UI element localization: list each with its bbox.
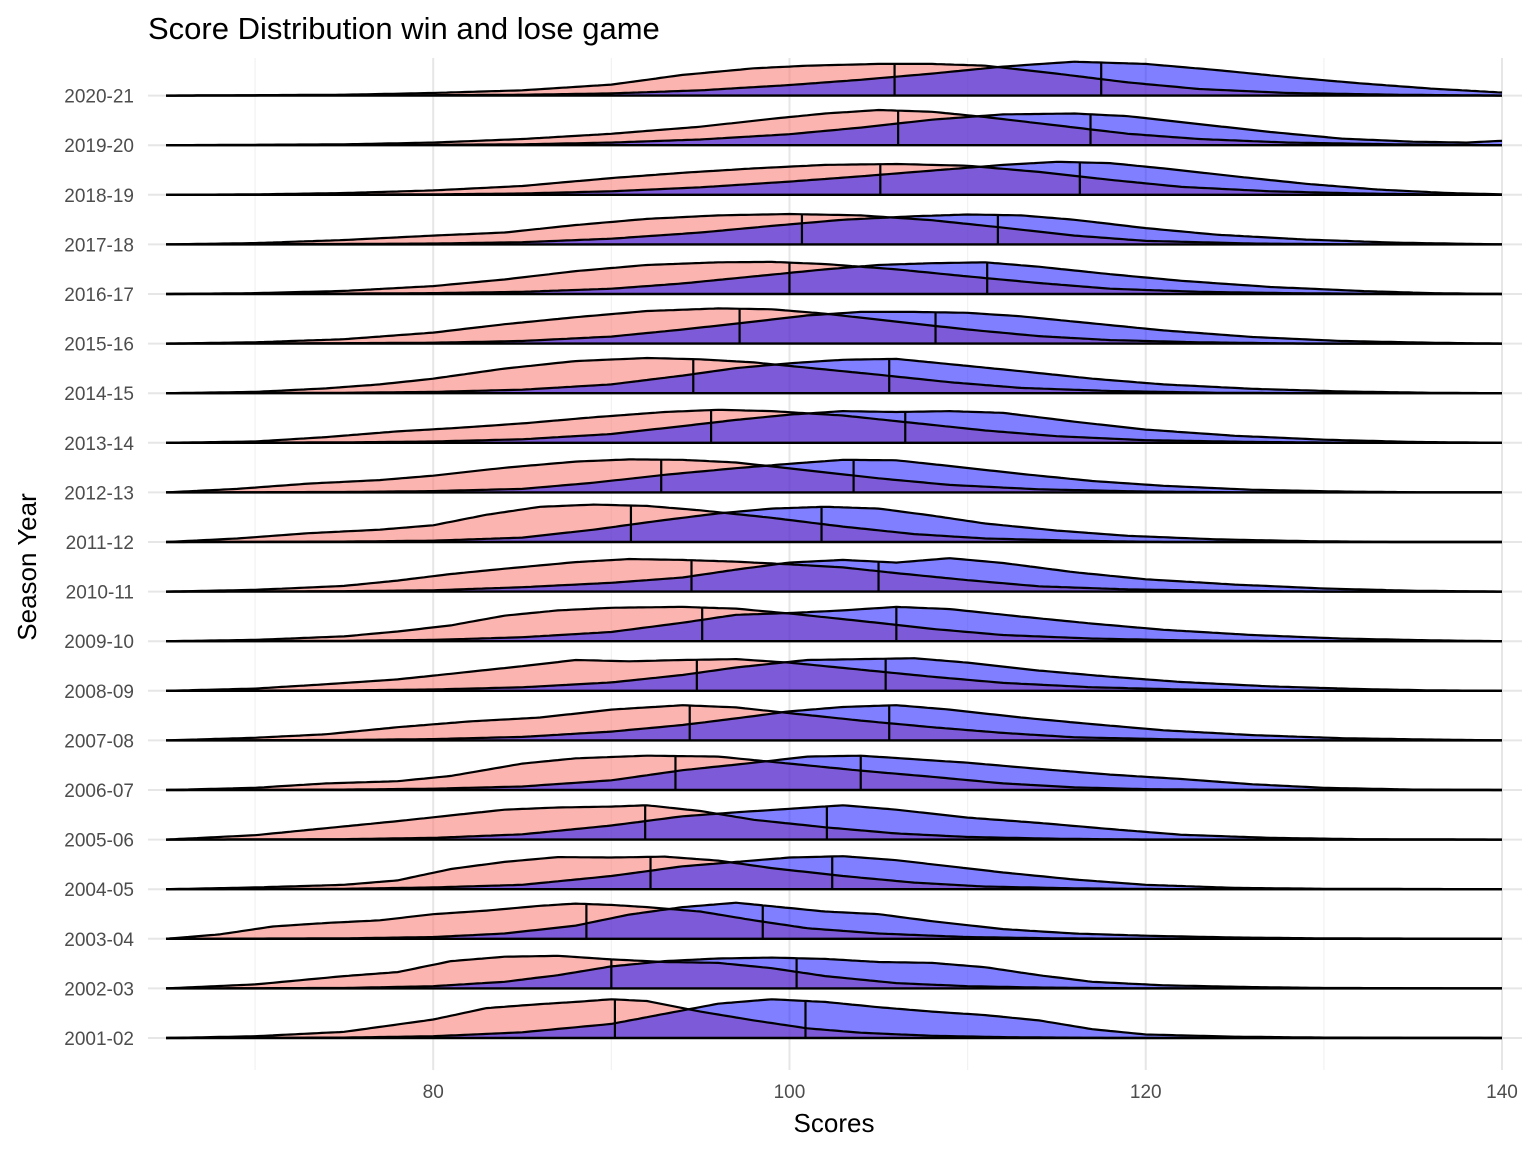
y-tick-label-2015-16: 2015-16 (64, 335, 134, 356)
win-density-fill (166, 957, 1502, 989)
win-density-fill (166, 902, 1502, 939)
x-tick-label-1: 100 (774, 1082, 806, 1103)
y-tick-label-2002-03: 2002-03 (64, 979, 134, 1000)
ridge-2006-07 (165, 754, 1502, 792)
lose-density-outline (166, 162, 1502, 196)
win-density-fill (166, 606, 1502, 642)
y-tick-label-2001-02: 2001-02 (64, 1029, 134, 1050)
y-tick-label-2019-20: 2019-20 (64, 136, 134, 157)
y-tick-label-2017-18: 2017-18 (64, 235, 134, 256)
ridge-2017-18 (165, 212, 1503, 246)
y-tick-label-2011-12: 2011-12 (66, 533, 134, 554)
win-density-fill (166, 459, 1502, 493)
y-tick-label-2005-06: 2005-06 (64, 831, 134, 852)
lose-density-fill (166, 110, 1502, 146)
lose-density-outline (166, 108, 1502, 147)
ridge-2013-14 (165, 408, 1502, 444)
y-tick-label-2003-04: 2003-04 (64, 930, 134, 951)
ridge-2015-16 (165, 307, 1503, 345)
lose-density-fill (166, 805, 1502, 840)
y-tick-label-2016-17: 2016-17 (64, 285, 134, 306)
chart-title: Score Distribution win and lose game (148, 11, 660, 46)
y-tick-label-2007-08: 2007-08 (64, 731, 134, 752)
win-density-fill (166, 755, 1502, 790)
ridge-2020-21 (166, 60, 1503, 97)
x-tick-label-2: 120 (1130, 1082, 1162, 1103)
ridge-2002-03 (165, 954, 1502, 990)
ridge-2018-19 (166, 160, 1503, 197)
ridge-2010-11 (165, 557, 1502, 593)
win-density-fill (166, 658, 1502, 691)
ridge-2008-09 (165, 657, 1502, 692)
win-density-fill (166, 805, 1502, 840)
ridge-2005-06 (165, 804, 1502, 841)
ridge-2012-13 (165, 458, 1502, 494)
y-tick-label-2009-10: 2009-10 (64, 632, 134, 653)
ridgeline-series (165, 60, 1503, 1040)
y-tick-label-2018-19: 2018-19 (64, 186, 134, 207)
win-density-fill (166, 999, 1502, 1038)
x-axis-ticks: 80 100 120 140 (423, 1082, 1518, 1103)
y-tick-label-2004-05: 2004-05 (64, 880, 134, 901)
ridge-2001-02 (165, 998, 1502, 1040)
y-axis-title: Season Year (12, 493, 42, 641)
lose-density-fill (166, 856, 1502, 890)
y-tick-label-2020-21: 2020-21 (64, 87, 134, 108)
y-axis-ticks: 2020-21 2019-20 2018-19 2017-18 2016-17 2015-… (64, 87, 134, 1050)
y-tick-label-2010-11: 2010-11 (66, 583, 134, 604)
ridge-2003-04 (165, 901, 1502, 940)
y-tick-label-2008-09: 2008-09 (64, 682, 134, 703)
lose-density-fill (166, 504, 1502, 542)
win-density-fill (166, 311, 1502, 344)
lose-density-fill (166, 999, 1502, 1038)
y-tick-label-2013-14: 2013-14 (64, 434, 134, 455)
win-density-fill (166, 411, 1502, 443)
y-tick-label-2014-15: 2014-15 (64, 384, 134, 405)
y-tick-label-2006-07: 2006-07 (64, 781, 134, 802)
x-tick-label-0: 80 (423, 1082, 444, 1103)
x-axis-title: Scores (794, 1108, 875, 1138)
ridge-2014-15 (165, 356, 1502, 395)
ridge-2007-08 (165, 704, 1503, 742)
x-tick-label-3: 140 (1486, 1082, 1518, 1103)
lose-density-fill (166, 903, 1502, 939)
lose-density-fill (166, 955, 1502, 989)
y-tick-label-2012-13: 2012-13 (64, 483, 134, 504)
ridge-2019-20 (166, 108, 1503, 147)
ridge-2016-17 (166, 260, 1503, 296)
win-density-fill (166, 856, 1502, 890)
ridge-2004-05 (165, 855, 1502, 891)
win-density-fill (166, 262, 1502, 294)
win-density-fill (166, 214, 1502, 245)
win-density-fill (166, 558, 1502, 592)
ridge-2011-12 (165, 503, 1502, 544)
ridge-2009-10 (165, 605, 1503, 643)
lose-density-outline (166, 62, 1502, 97)
